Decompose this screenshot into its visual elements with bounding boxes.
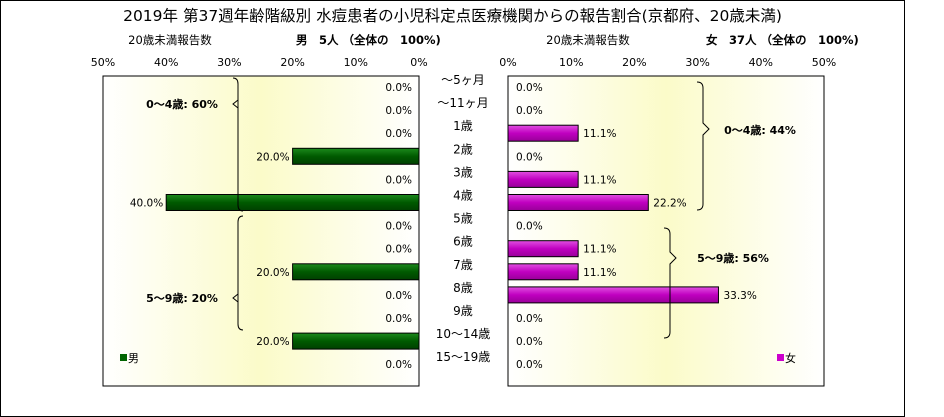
male-axis-caption: 20歳未満報告数 (128, 33, 212, 47)
male-brace-0-4-tip (232, 99, 239, 109)
female-data-label: 0.0% (516, 359, 543, 371)
female-x-tick: 40% (749, 56, 773, 69)
male-bar (292, 263, 420, 281)
male-data-label: 20.0% (256, 151, 289, 163)
female-bar (507, 170, 579, 188)
male-brace-5-9-tip (232, 293, 239, 303)
female-annotation-0-4: 0～4歳: 44% (724, 123, 796, 137)
male-bar (292, 147, 420, 165)
female-x-tick: 20% (622, 56, 646, 69)
male-annotation-5-9: 5～9歳: 20% (146, 291, 218, 305)
male-bar (165, 194, 420, 211)
male-x-tick: 50% (91, 56, 115, 69)
age-category-label: 7歳 (453, 258, 473, 272)
age-category-label: 2歳 (453, 142, 473, 156)
female-bar (507, 240, 579, 258)
male-data-label: 0.0% (385, 174, 412, 186)
female-annotation-5-9: 5～9歳: 56% (697, 251, 769, 265)
male-x-tick: 10% (344, 56, 368, 69)
female-brace-5-9 (663, 227, 677, 339)
male-data-label: 20.0% (256, 267, 289, 279)
female-data-label: 0.0% (516, 221, 543, 233)
female-legend-swatch (777, 354, 784, 361)
female-data-label: 0.0% (516, 105, 543, 117)
age-category-label: 10～14歳 (436, 327, 491, 341)
age-category-label: 6歳 (453, 235, 473, 249)
female-legend-label: 女 (785, 351, 796, 365)
male-data-label: 40.0% (130, 198, 163, 210)
male-data-label: 20.0% (256, 336, 289, 348)
female-bar (507, 194, 649, 211)
age-category-label: 1歳 (453, 119, 473, 133)
male-brace-0-4 (232, 77, 244, 212)
male-data-label: 0.0% (385, 128, 412, 140)
female-data-label: 22.2% (653, 198, 686, 210)
male-data-label: 0.0% (385, 82, 412, 94)
female-data-label: 0.0% (516, 82, 543, 94)
male-x-tick: 0% (410, 56, 427, 69)
male-data-label: 0.0% (385, 313, 412, 325)
male-bar (292, 332, 420, 350)
female-data-label: 11.1% (583, 128, 616, 140)
female-panel: 0% 10% 20% 30% 40% 50% 0.0% 0.0% 11.1% 0.0% 11.1% 2… (499, 56, 836, 371)
age-category-label: ～5ヶ月 (441, 73, 485, 87)
female-x-tick: 50% (812, 56, 836, 69)
male-x-tick: 20% (280, 56, 304, 69)
male-panel: 50% 40% 30% 20% 10% 0% 0.0% 0.0% 0.0% 20.0% 0.0% 40… (91, 56, 428, 371)
female-x-tick: 0% (499, 56, 516, 69)
female-data-label: 11.1% (583, 244, 616, 256)
male-data-label: 0.0% (385, 221, 412, 233)
female-data-label: 33.3% (723, 290, 756, 302)
female-plot-area (507, 75, 825, 387)
age-category-label: 9歳 (453, 304, 473, 318)
age-category-label: 15～19歳 (436, 350, 491, 364)
age-labels: ～5ヶ月 ～11ヶ月 1歳 2歳 3歳 4歳 5歳 6歳 7歳 8歳 9歳 10～14歳 15～19歳 (436, 73, 491, 364)
male-legend-label: 男 (128, 352, 139, 365)
female-data-label: 0.0% (516, 313, 543, 325)
female-bar (507, 286, 719, 304)
male-brace-5-9 (237, 215, 244, 331)
age-category-label: 8歳 (453, 281, 473, 295)
female-data-label: 11.1% (583, 174, 616, 186)
male-header: 男 5人 （全体の 100%) (296, 33, 441, 47)
male-annotation-0-4: 0～4歳: 60% (146, 97, 218, 111)
male-x-tick: 30% (217, 56, 241, 69)
female-data-label: 0.0% (516, 336, 543, 348)
male-legend-swatch (120, 354, 127, 361)
age-category-label: 4歳 (453, 189, 473, 203)
female-header: 女 37人 （全体の 100%) (706, 33, 859, 47)
male-data-label: 0.0% (385, 105, 412, 117)
female-bar (507, 263, 579, 281)
female-data-label: 0.0% (516, 151, 543, 163)
female-x-tick: 30% (685, 56, 709, 69)
chart-title: 2019年 第37週年齢階級別 水痘患者の小児科定点医療機関からの報告割合(京都… (123, 7, 782, 25)
female-axis-caption: 20歳未満報告数 (546, 33, 630, 47)
age-category-label: 3歳 (453, 165, 473, 179)
female-data-label: 11.1% (583, 267, 616, 279)
female-bar (507, 124, 579, 142)
male-x-tick: 40% (154, 56, 178, 69)
female-brace-0-4 (696, 81, 710, 211)
male-data-label: 0.0% (385, 290, 412, 302)
age-category-label: ～11ヶ月 (437, 96, 488, 110)
age-category-label: 5歳 (453, 212, 473, 226)
female-x-tick: 10% (559, 56, 583, 69)
male-data-label: 0.0% (385, 359, 412, 371)
male-data-label: 0.0% (385, 244, 412, 256)
